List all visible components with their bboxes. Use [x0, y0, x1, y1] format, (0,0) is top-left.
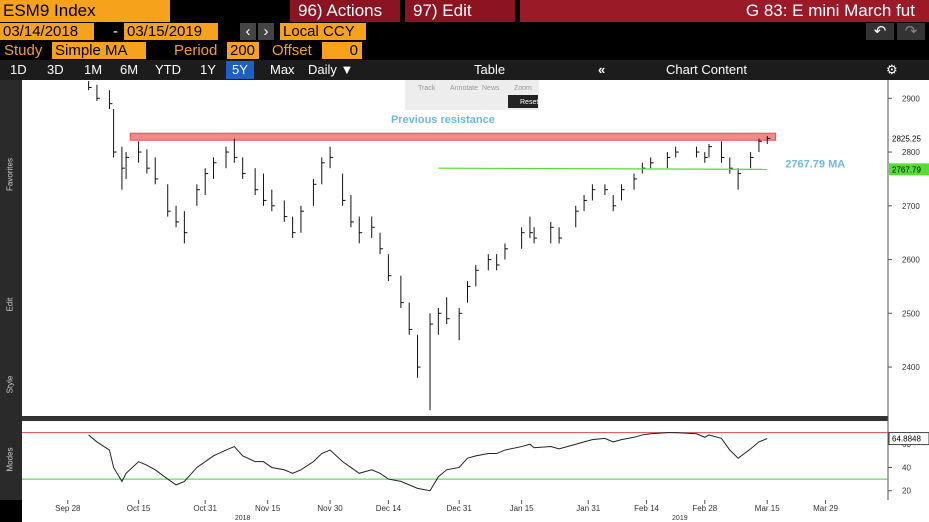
table-button[interactable]: Table [474, 62, 506, 77]
x-tick-label: Feb 28 [692, 504, 717, 513]
x-tick-label: Dec 31 [446, 504, 472, 513]
y-tick-label: 2600 [902, 256, 920, 265]
rsi-value-box [888, 432, 929, 446]
panel-separator [22, 416, 929, 421]
chart-title: G 83: E mini March fut [520, 0, 929, 22]
x-tick-label: Jan 31 [576, 504, 601, 513]
start-date[interactable]: 03/14/2018 [0, 23, 94, 40]
x-tick-label: Nov 15 [255, 504, 281, 513]
price-panel [22, 80, 888, 416]
currency[interactable]: Local CCY [280, 23, 366, 40]
edit-menu[interactable]: 97) Edit [405, 0, 515, 22]
offset-label: Offset [272, 42, 312, 59]
study[interactable]: Simple MA [52, 42, 146, 59]
undo-button[interactable]: ↶ [866, 23, 894, 40]
range-button[interactable]: 1M [84, 62, 103, 77]
range-button[interactable]: Max [270, 62, 295, 77]
x-tick-label: Mar 15 [755, 504, 780, 513]
reset-button [508, 95, 538, 108]
resistance-band [129, 132, 777, 141]
x-tick-label: Oct 15 [127, 504, 151, 513]
ma-value-box [889, 163, 929, 176]
period-label: Period [174, 42, 218, 59]
mini-tool: Zoom [514, 85, 532, 92]
y-tick-label: 20 [902, 487, 911, 496]
security[interactable]: ESM9 Index [0, 0, 170, 22]
offset[interactable]: 0 [322, 42, 362, 59]
ma-label: 2767.79 MA [785, 158, 845, 170]
y-tick-label: 40 [902, 463, 911, 472]
ma-value: 2767.79 [892, 165, 921, 174]
date-separator: - [113, 23, 118, 40]
y-tick-label: 2400 [902, 363, 920, 372]
x-tick-label: Feb 14 [634, 504, 659, 513]
side-toolbar [0, 80, 22, 500]
range-button[interactable]: 1D [10, 62, 27, 77]
y-tick-label: 2700 [902, 202, 920, 211]
collapse-button[interactable]: « [598, 62, 606, 77]
range-button[interactable]: YTD [155, 62, 181, 77]
mini-tool: News [482, 85, 500, 92]
study-label: Study [4, 42, 43, 59]
annotation: Previous resistance [391, 114, 495, 126]
next-button[interactable]: › [258, 23, 274, 40]
rsi-panel [22, 421, 888, 500]
y-tick-label: 2800 [902, 148, 920, 157]
right-axis [888, 80, 929, 500]
x-tick-label: Mar 29 [813, 504, 838, 513]
range-button[interactable]: 3D [47, 62, 64, 77]
range-button[interactable]: 5Y [226, 61, 254, 79]
range-button[interactable]: 6M [120, 62, 139, 77]
x-tick-label: Nov 30 [317, 504, 343, 513]
x-tick-label: Jan 15 [510, 504, 535, 513]
chart: Track Annotate News Zoom Reset 2400 2500 2600 27… [22, 80, 929, 522]
rsi-value: 64.8848 [892, 435, 921, 444]
mini-tool: Track [418, 85, 436, 92]
x-tick-label: Oct 31 [193, 504, 217, 513]
period[interactable]: 200 [227, 42, 259, 59]
frequency[interactable]: Daily ▼ [308, 62, 354, 77]
x-tick-label: Sep 28 [55, 504, 81, 513]
mini-tool: Annotate [450, 85, 478, 92]
end-date[interactable]: 03/15/2019 [124, 23, 218, 40]
rsi-line [88, 432, 768, 492]
redo-button[interactable]: ↷ [897, 23, 925, 40]
reset-label: Reset [520, 99, 538, 106]
ma-line [438, 167, 768, 170]
x-axis [22, 500, 929, 522]
last-price: 2825.25 [892, 134, 921, 143]
y-tick-label: 2900 [902, 94, 920, 103]
actions-menu[interactable]: 96) Actions [290, 0, 400, 22]
year-label: 2018 [235, 515, 251, 522]
settings-button[interactable]: ⚙ [886, 62, 898, 77]
x-tick-label: Dec 14 [376, 504, 402, 513]
chart-content[interactable]: Chart Content [666, 62, 747, 77]
prev-button[interactable]: ‹ [240, 23, 256, 40]
y-tick-label: 2500 [902, 309, 920, 318]
range-button[interactable]: 1Y [200, 62, 216, 77]
year-label: 2019 [672, 515, 688, 522]
